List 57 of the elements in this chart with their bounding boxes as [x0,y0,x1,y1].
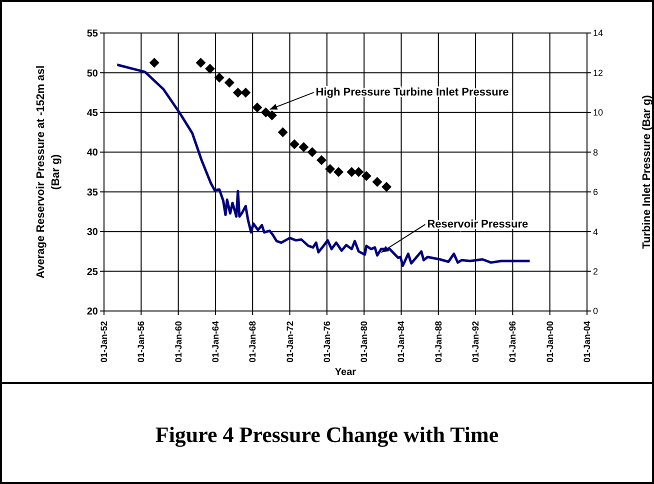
point [298,142,309,152]
y2-tick-label: 14 [593,28,604,38]
point [289,139,300,150]
point [278,127,288,138]
caption: Figure 4 Pressure Change with Time [154,422,500,448]
point [232,88,243,98]
point [307,147,318,158]
y-tick-label: 40 [86,148,98,159]
point [346,167,357,177]
x-tick-label: 01-Jan-80 [359,321,370,363]
point [149,58,160,68]
point [240,88,251,98]
point [361,170,372,181]
point [266,110,277,120]
x-tick-label: 01-Jan-64 [210,321,220,363]
y2-tick-label: 8 [593,147,598,158]
y2-tick-label: 2 [593,266,598,276]
x-tick-label: 01-Jan-04 [582,321,592,363]
x-tick-label: 01-Jan-00 [544,321,555,363]
x-tick-label: 01-Jan-92 [470,321,481,363]
y2-tick-label: 4 [593,226,598,237]
line-series [116,64,531,267]
point [354,167,364,177]
x-tick-label: 01-Jan-76 [322,321,332,363]
y2-tick-label: 0 [593,306,598,316]
x-tick-label: 01-Jan-68 [248,321,258,363]
x-axis-title: Year [334,367,356,378]
y2-tick-label: 12 [593,68,604,78]
point [260,107,271,118]
point [214,72,224,83]
x-tick-label: 01-Jan-84 [396,321,406,363]
point [252,102,262,112]
y-tick-label: 20 [86,306,98,318]
y-tick-label: 25 [86,266,98,278]
point [325,164,336,174]
point [224,78,234,88]
x-tick-label: 01-Jan-52 [99,321,109,363]
y2-axis-title: Turbine Inlet Pressure (Bar g) [640,94,653,249]
point [205,64,216,74]
point [316,155,327,166]
x-tick-label: 01-Jan-88 [433,321,444,363]
x-tick-label: 01-Jan-60 [173,321,184,363]
point [372,176,382,187]
point [382,182,392,192]
x-tick-label: 01-Jan-96 [508,321,518,363]
y-tick-label: 55 [86,28,98,40]
point [334,167,344,177]
y-tick-label: 45 [86,108,98,119]
x-tick-label: 01-Jan-72 [284,321,295,363]
y-tick-label: 30 [86,227,98,238]
y-tick-label: 50 [86,68,98,80]
x-tick-label: 01-Jan-56 [136,321,146,363]
y2-tick-label: 6 [593,187,598,198]
y-tick-label: 35 [86,187,98,198]
y-axis-title: Average Reservoir Pressure at -152m asl (Bar g) [35,66,62,278]
y2-tick-label: 10 [593,108,604,118]
point [196,58,206,68]
